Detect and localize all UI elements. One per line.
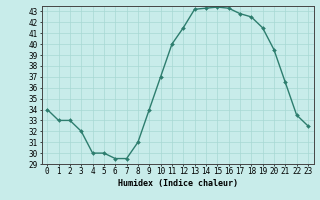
- X-axis label: Humidex (Indice chaleur): Humidex (Indice chaleur): [118, 179, 237, 188]
